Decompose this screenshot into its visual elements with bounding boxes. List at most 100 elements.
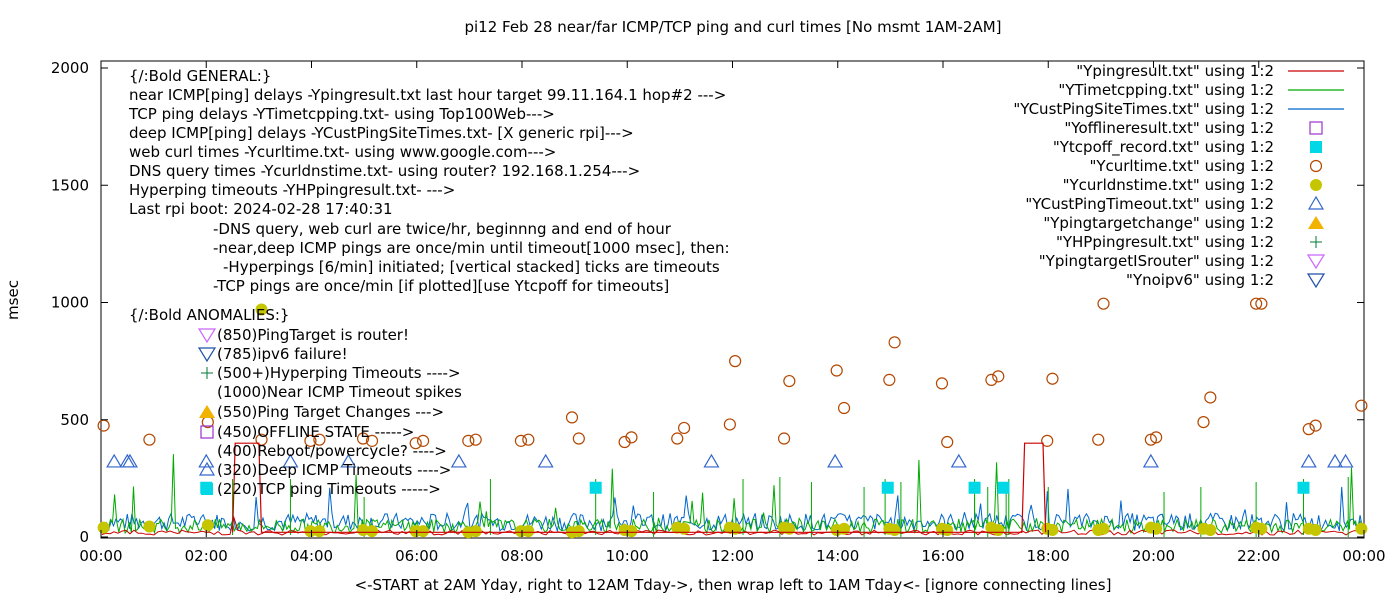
x-tick-label: 18:00 xyxy=(1027,547,1070,565)
annotation-line: -Hyperpings [6/min] initiated; [vertical… xyxy=(223,258,720,276)
legend-swatch xyxy=(1310,179,1322,191)
x-tick-label: 14:00 xyxy=(816,547,859,565)
annotation-symbol xyxy=(198,461,216,476)
legend-swatch xyxy=(1309,121,1323,135)
data-point xyxy=(522,525,535,538)
annotation-line: (500+)Hyperping Timeouts ----> xyxy=(217,364,461,382)
legend-label: "Ycurltime.txt" using 1:2 xyxy=(1089,157,1274,175)
x-tick-label: 04:00 xyxy=(290,547,333,565)
annotation-line: (400)Reboot/powercycle? ----> xyxy=(217,442,447,460)
legend-label: "Yofflineresult.txt" using 1:2 xyxy=(1064,119,1274,137)
data-point xyxy=(416,434,430,447)
data-point xyxy=(313,525,326,538)
data-point xyxy=(888,523,901,536)
data-point xyxy=(950,453,967,468)
data-point xyxy=(1097,522,1110,535)
data-point xyxy=(198,453,215,468)
data-point xyxy=(255,303,268,316)
data-point xyxy=(783,522,796,535)
annotation-line: Hyperping timeouts -YHPpingresult.txt- -… xyxy=(129,181,455,199)
data-point xyxy=(1204,523,1217,536)
data-point xyxy=(1204,391,1217,404)
annotation-symbol xyxy=(201,367,213,379)
legend-swatch xyxy=(1306,254,1326,270)
annotation-symbol xyxy=(199,405,215,418)
data-point xyxy=(1355,522,1368,535)
x-tick-label: 16:00 xyxy=(921,547,964,565)
data-point xyxy=(618,435,631,449)
x-tick-label: 06:00 xyxy=(395,547,438,565)
data-point xyxy=(522,433,535,446)
data-point xyxy=(997,481,1010,494)
annotation-line: near ICMP[ping] delays -Ypingresult.txt … xyxy=(129,86,726,104)
data-point xyxy=(881,481,894,494)
legend-label: "YTimetcpping.txt" using 1:2 xyxy=(1058,81,1274,99)
data-point xyxy=(1337,453,1354,468)
annotation-line: {/:Bold ANOMALIES:} xyxy=(129,306,289,324)
data-point xyxy=(985,373,998,386)
data-point xyxy=(450,453,467,468)
data-point xyxy=(119,453,136,468)
legend-swatch xyxy=(1310,236,1322,248)
data-point xyxy=(830,364,843,377)
annotation-line: Last rpi boot: 2024-02-28 17:40:31 xyxy=(129,200,393,218)
annotation-line: (785)ipv6 failure! xyxy=(217,345,348,363)
axis-ticks: 00:00 02:00 04:00 06:00 08:00 10:00 12:00 14:00… xyxy=(51,59,1386,565)
annotation-line: -TCP pings are once/min [if plotted][use… xyxy=(213,277,669,295)
y-tick-label: 500 xyxy=(60,411,89,429)
data-point xyxy=(282,453,299,468)
data-point xyxy=(1150,522,1163,535)
data-point xyxy=(572,525,585,538)
y-tick-label: 1500 xyxy=(51,176,89,194)
data-point xyxy=(409,437,422,450)
y-tick-label: 1000 xyxy=(51,294,89,312)
data-point xyxy=(837,401,851,415)
data-point xyxy=(941,435,954,449)
data-point xyxy=(992,370,1005,383)
annotation-line: (220)TCP ping Timeouts -----> xyxy=(217,480,441,498)
data-point xyxy=(1309,419,1322,432)
data-point xyxy=(340,453,357,468)
data-point xyxy=(304,525,317,538)
data-point xyxy=(1092,433,1105,446)
data-point xyxy=(304,434,317,447)
data-point xyxy=(357,523,370,536)
data-point xyxy=(783,374,796,388)
data-point xyxy=(883,373,896,386)
chart-title: pi12 Feb 28 near/far ICMP/TCP ping and c… xyxy=(464,18,1001,36)
data-point xyxy=(356,432,370,445)
data-point xyxy=(625,431,638,444)
annotation-line: deep ICMP[ping] delays -YCustPingSiteTim… xyxy=(129,124,634,142)
data-point xyxy=(572,432,585,445)
legend-label: "YCustPingSiteTimes.txt" using 1:2 xyxy=(1013,100,1274,118)
data-point xyxy=(565,411,579,424)
data-point xyxy=(838,522,851,535)
data-point xyxy=(729,355,742,368)
annotation-line: {/:Bold GENERAL:} xyxy=(129,67,271,85)
data-point xyxy=(1150,431,1163,444)
data-point xyxy=(514,434,528,447)
annotation-line: (1000)Near ICMP Timeout spikes xyxy=(217,383,462,401)
data-point xyxy=(1041,434,1054,447)
x-tick-label: 00:00 xyxy=(79,547,122,565)
data-point xyxy=(677,421,691,435)
legend-swatch xyxy=(1307,195,1325,210)
legend-label: "YHPpingresult.txt" using 1:2 xyxy=(1056,233,1274,251)
x-axis-label: <-START at 2AM Yday, right to 12AM Tday-… xyxy=(355,576,1112,594)
data-point xyxy=(1097,297,1110,310)
data-point xyxy=(1300,453,1317,468)
data-point xyxy=(589,481,602,494)
annotation-line: (450)OFFLINE STATE -----> xyxy=(217,423,414,441)
x-tick-label: 00:00 xyxy=(1342,547,1385,565)
data-point xyxy=(255,433,268,446)
data-point xyxy=(1046,372,1059,385)
data-point xyxy=(1355,399,1368,412)
legend-label: "Ypingtargetchange" using 1:2 xyxy=(1043,214,1274,232)
annotation-symbol xyxy=(197,347,217,363)
data-point xyxy=(201,519,214,532)
data-point xyxy=(1302,423,1315,436)
data-point xyxy=(106,453,123,468)
x-tick-label: 02:00 xyxy=(185,547,228,565)
